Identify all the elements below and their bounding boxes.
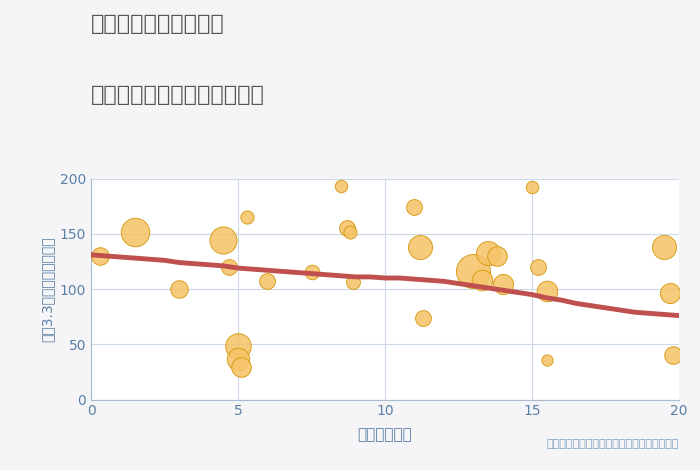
Point — [482, 249, 493, 256]
Point — [409, 204, 420, 211]
Point — [174, 285, 185, 293]
Point — [477, 276, 488, 284]
Point — [306, 269, 317, 276]
Point — [218, 237, 229, 244]
Point — [541, 356, 552, 363]
Point — [532, 263, 543, 271]
Point — [468, 267, 479, 275]
Point — [497, 280, 508, 287]
Point — [344, 228, 356, 235]
Point — [541, 288, 552, 295]
Point — [232, 355, 244, 362]
Text: 埼玉県行田市下池守の: 埼玉県行田市下池守の — [91, 14, 225, 34]
Point — [659, 243, 670, 251]
Point — [664, 290, 676, 297]
Text: 円の大きさは、取引のあった物件面積を示す: 円の大きさは、取引のあった物件面積を示す — [547, 439, 679, 449]
Point — [414, 243, 426, 251]
Point — [668, 352, 679, 359]
Point — [347, 279, 358, 286]
Point — [341, 225, 352, 232]
X-axis label: 駅距離（分）: 駅距離（分） — [358, 427, 412, 442]
Point — [130, 228, 141, 235]
Point — [235, 364, 246, 371]
Point — [491, 252, 503, 259]
Point — [241, 213, 253, 221]
Point — [335, 182, 346, 190]
Point — [262, 278, 273, 285]
Point — [526, 184, 538, 191]
Point — [223, 263, 235, 271]
Point — [418, 314, 429, 321]
Point — [94, 252, 106, 259]
Point — [232, 343, 244, 350]
Y-axis label: 坪（3.3㎡）単価（万円）: 坪（3.3㎡）単価（万円） — [40, 236, 54, 342]
Text: 駅距離別中古マンション価格: 駅距離別中古マンション価格 — [91, 85, 265, 105]
